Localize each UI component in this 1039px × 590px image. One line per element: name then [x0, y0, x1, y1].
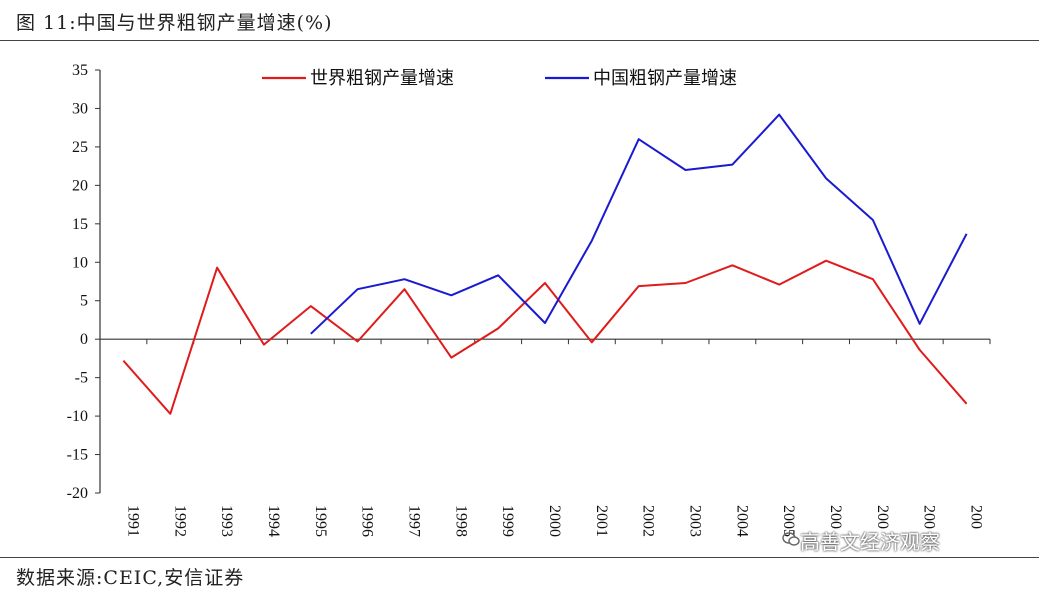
x-tick-label: 1996	[359, 505, 376, 537]
x-tick-label: 1998	[452, 505, 469, 537]
x-tick-label: 2001	[593, 505, 610, 537]
x-tick-label: 1999	[499, 505, 516, 537]
y-tick-label: 25	[72, 139, 88, 156]
world-steel-growth-line	[122, 259, 968, 415]
x-tick-label: 200	[827, 505, 844, 529]
x-axis-ticks: 1991 1992 1993 1994 1995 1996 1997 1998 1999 2000…	[99, 339, 991, 537]
source-note: 数据来源:CEIC,安信证券	[16, 567, 245, 589]
y-tick-label: 5	[80, 293, 88, 310]
x-tick-label: 2005	[780, 505, 797, 537]
china-steel-growth-line	[310, 113, 968, 335]
x-tick-label: 2002	[640, 505, 657, 537]
y-tick-label: 30	[72, 100, 88, 117]
y-tick-label: 20	[72, 177, 88, 194]
y-tick-label: 15	[72, 216, 88, 233]
y-tick-label: -20	[67, 485, 88, 502]
x-tick-label: 200	[921, 505, 938, 529]
x-tick-label: 1993	[218, 505, 235, 537]
x-tick-label: 1991	[124, 505, 141, 537]
legend: 世界粗钢产量增速 中国粗钢产量增速	[262, 68, 737, 89]
x-tick-label: 2003	[687, 505, 704, 537]
x-tick-label: 1997	[405, 505, 422, 537]
wechat-icon	[782, 532, 800, 546]
x-tick-label: 2000	[546, 505, 563, 537]
legend-label: 世界粗钢产量增速	[310, 68, 454, 89]
series-lines	[122, 113, 968, 415]
y-tick-label: 35	[72, 62, 88, 79]
x-tick-label: 1994	[265, 505, 282, 537]
y-tick-label: 10	[72, 254, 88, 271]
chart-title: 图 11:中国与世界粗钢产量增速(%)	[16, 12, 333, 34]
x-tick-label: 1995	[312, 505, 329, 537]
x-tick-label: 200	[874, 505, 891, 529]
axes	[99, 70, 990, 493]
y-tick-label: 0	[80, 331, 88, 348]
y-tick-label: -15	[67, 447, 88, 464]
y-axis-ticks: 35 30 25 20 15 10 5 0 -5 -10 -15 -20	[67, 62, 100, 502]
legend-label: 中国粗钢产量增速	[593, 68, 737, 89]
y-tick-label: -5	[75, 370, 88, 387]
y-tick-label: -10	[67, 408, 88, 425]
top-rule	[0, 40, 1039, 41]
x-tick-label: 2004	[733, 505, 750, 537]
bottom-rule	[0, 557, 1039, 558]
watermark-text: 高善文经济观察	[800, 530, 940, 554]
x-tick-label: 200	[968, 505, 985, 529]
x-tick-label: 1992	[171, 505, 188, 537]
